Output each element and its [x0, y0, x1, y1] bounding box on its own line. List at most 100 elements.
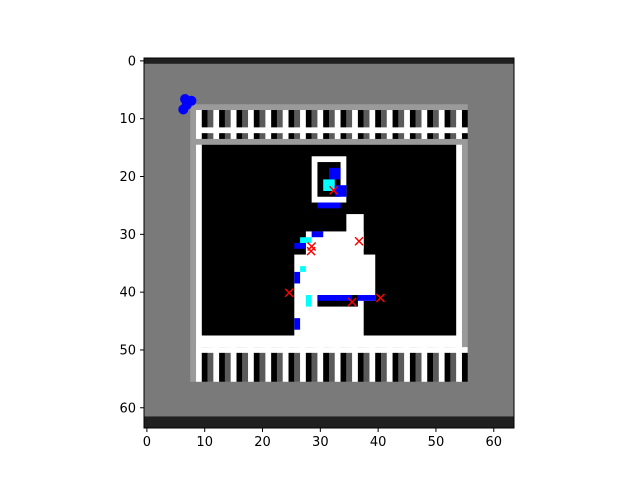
image-figure-gap-edge [317, 295, 353, 301]
image-figure-edge [334, 185, 347, 197]
image-stripe-bar [196, 347, 468, 353]
image-stripe [236, 110, 243, 139]
image-stripe [415, 110, 422, 139]
image-bottom-band [144, 416, 514, 428]
y-tick-label: 40 [119, 286, 136, 301]
image-stripe [213, 110, 220, 139]
image-figure-edge [329, 167, 341, 180]
image-figure-base [317, 329, 358, 336]
image-stripe [196, 347, 202, 382]
image-stripe [433, 110, 439, 139]
image-stripe [357, 347, 364, 382]
y-axis: 0 10 20 30 40 50 60 [119, 54, 144, 416]
image-figure-edge [323, 179, 335, 191]
x-marker [347, 297, 357, 307]
image-stripe [404, 110, 410, 139]
image-stripe [201, 347, 208, 382]
image-stripe [421, 110, 428, 139]
image-stripe [213, 347, 220, 382]
image-stripe [392, 110, 399, 139]
y-tick-label: 10 [119, 112, 136, 127]
image-stripe [369, 347, 376, 382]
image-stripe [438, 110, 445, 139]
image-stripe [276, 110, 283, 139]
y-tick-label: 60 [119, 401, 136, 416]
image-stripe [329, 110, 335, 139]
image-figure-edge [305, 295, 312, 307]
image-stripe [433, 347, 439, 382]
image-stripe [323, 347, 329, 382]
image-stripe [340, 347, 347, 382]
image-stripe [236, 347, 243, 382]
image-stripe [219, 347, 225, 382]
image-stripe [265, 110, 272, 139]
image-stripe [282, 347, 289, 382]
y-tick-label: 20 [119, 170, 136, 185]
image-stripe [427, 110, 434, 139]
image-stripe [317, 110, 324, 139]
x-marker [306, 246, 316, 256]
image-stripe [253, 110, 260, 139]
image-stripe [352, 110, 358, 139]
image-stripe [456, 110, 462, 139]
image-stripe [242, 347, 249, 382]
image-stripe [230, 110, 237, 139]
image-figure-side [357, 254, 376, 301]
y-tick-label: 50 [119, 343, 136, 358]
image-stripe [444, 110, 451, 139]
image-stripe [317, 347, 324, 382]
image-stripe [248, 347, 254, 382]
x-tick-label: 20 [254, 435, 271, 450]
image-stripe [398, 347, 405, 382]
image-stripe [230, 347, 237, 382]
image-figure-edge [294, 243, 306, 249]
image-stripe [381, 347, 387, 382]
image-stripe [253, 347, 260, 382]
image-stripe [363, 110, 370, 139]
image-stripe [363, 347, 370, 382]
image-stripe [300, 110, 306, 139]
image-stripe [357, 110, 364, 139]
image-stripe [196, 110, 202, 139]
image-stripe [340, 110, 347, 139]
image-stripe [450, 110, 457, 139]
image-stripe [259, 110, 266, 139]
image-stripe [409, 110, 416, 139]
image-stripe [259, 347, 266, 382]
image-stripe [207, 110, 214, 139]
image-stripe [386, 347, 393, 382]
points-layer [178, 94, 385, 307]
image-top-band [144, 58, 514, 64]
image-stripe [404, 347, 410, 382]
x-marker [284, 288, 294, 298]
x-tick-label: 40 [370, 435, 387, 450]
image-stripe-bar [196, 127, 468, 134]
image-stripe [242, 110, 249, 139]
image-stripe [386, 110, 393, 139]
image-stripe [409, 347, 416, 382]
image-stripe [288, 110, 295, 139]
image-stripe [271, 347, 277, 382]
image-stripe [375, 347, 382, 382]
dot-marker [178, 104, 189, 115]
image-stripe [305, 110, 312, 139]
image-stripe [334, 110, 341, 139]
image-stripe [265, 347, 272, 382]
image-stripe [352, 347, 358, 382]
image-layer [144, 58, 514, 428]
y-tick-label: 30 [119, 228, 136, 243]
x-tick-label: 60 [485, 435, 502, 450]
image-stripe [311, 110, 318, 139]
image-figure-edge [294, 271, 301, 284]
x-marker [375, 293, 385, 303]
image-stripe [219, 110, 225, 139]
image-stripe [300, 347, 306, 382]
image-figure-neck [317, 202, 341, 209]
image-stripe [294, 347, 301, 382]
image-figure-edge [311, 231, 324, 238]
image-stripe [329, 347, 335, 382]
x-axis: 0 10 20 30 40 50 60 [143, 428, 502, 450]
image-stripe [438, 347, 445, 382]
image-stripe [276, 347, 283, 382]
